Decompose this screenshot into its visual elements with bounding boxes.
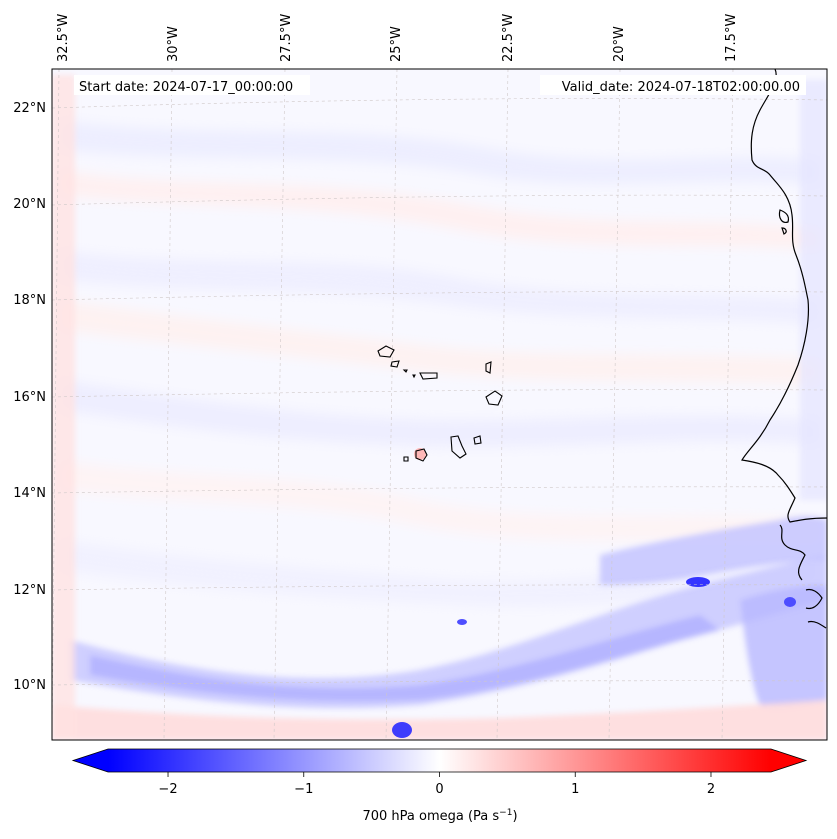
- omega-spots: [392, 448, 796, 738]
- start-date-box: [74, 75, 310, 95]
- valid-date-box: [540, 75, 806, 95]
- longitude-label: 32.5°W: [56, 14, 71, 62]
- island-santiago: [450, 435, 467, 459]
- colorbar-tick-label: −2: [158, 782, 177, 797]
- longitude-label: 25°W: [389, 26, 404, 62]
- island-santa-luzia: [402, 369, 408, 373]
- colorbar-tick-label: 0: [435, 782, 443, 797]
- island-islets: [412, 374, 416, 379]
- africa-coastline: [741, 69, 827, 629]
- colorbar: −2 −1 0 1 2 700 hPa omega (Pa s−1): [71, 748, 808, 824]
- latitude-labels: 22°N 20°N 18°N 16°N 14°N 12°N 10°N: [13, 101, 46, 693]
- longitude-label: 17.5°W: [724, 14, 739, 62]
- island-brava: [403, 456, 409, 462]
- island-maio: [473, 435, 482, 445]
- latitude-label: 10°N: [13, 678, 46, 693]
- latitude-label: 12°N: [13, 583, 46, 598]
- omega-field: [52, 69, 827, 740]
- colorbar-outline: [71, 748, 808, 773]
- colorbar-label-main: 700 hPa omega (Pa s: [362, 809, 499, 824]
- island-sao-nicolau: [419, 372, 438, 380]
- colorbar-label-exponent: −1: [499, 808, 512, 818]
- longitude-label: 30°W: [166, 26, 181, 62]
- colorbar-max-extend: [771, 749, 806, 772]
- island-boa-vista: [485, 390, 503, 406]
- colorbar-ticks: −2 −1 0 1 2: [158, 772, 715, 797]
- latitude-label: 14°N: [13, 486, 46, 501]
- latitude-label: 20°N: [13, 197, 46, 212]
- map-frame: [51, 68, 828, 741]
- island-fogo: [415, 448, 428, 462]
- latitude-label: 16°N: [13, 390, 46, 405]
- colorbar-tick-label: −1: [294, 782, 313, 797]
- island-santo-antao: [377, 345, 395, 358]
- map-panel: Start date: 2024-07-17_00:00:00 Valid_da…: [13, 14, 828, 741]
- colorbar-tick-label: 2: [707, 782, 715, 797]
- island-sal: [485, 361, 492, 374]
- colorbar-tick-label: 1: [571, 782, 579, 797]
- island-sao-vicente: [390, 360, 400, 368]
- colorbar-min-extend: [73, 749, 108, 772]
- longitude-label: 20°W: [612, 26, 627, 62]
- longitude-labels: 32.5°W 30°W 27.5°W 25°W 22.5°W 20°W 17.5…: [56, 14, 739, 62]
- colorbar-body: [108, 749, 771, 772]
- cape-verde-islands: [377, 345, 503, 462]
- colorbar-label-tail: ): [512, 809, 517, 824]
- graticule: [52, 69, 827, 740]
- colorbar-label: 700 hPa omega (Pa s−1): [362, 808, 517, 824]
- omega-shading: [60, 120, 820, 607]
- start-date-label: Start date: 2024-07-17_00:00:00: [79, 80, 293, 95]
- longitude-label: 22.5°W: [501, 14, 516, 62]
- latitude-label: 18°N: [13, 293, 46, 308]
- valid-date-label: Valid_date: 2024-07-18T02:00:00.00: [562, 80, 800, 95]
- latitude-label: 22°N: [13, 101, 46, 116]
- longitude-label: 27.5°W: [279, 14, 294, 62]
- omega-southern-band: [52, 75, 827, 740]
